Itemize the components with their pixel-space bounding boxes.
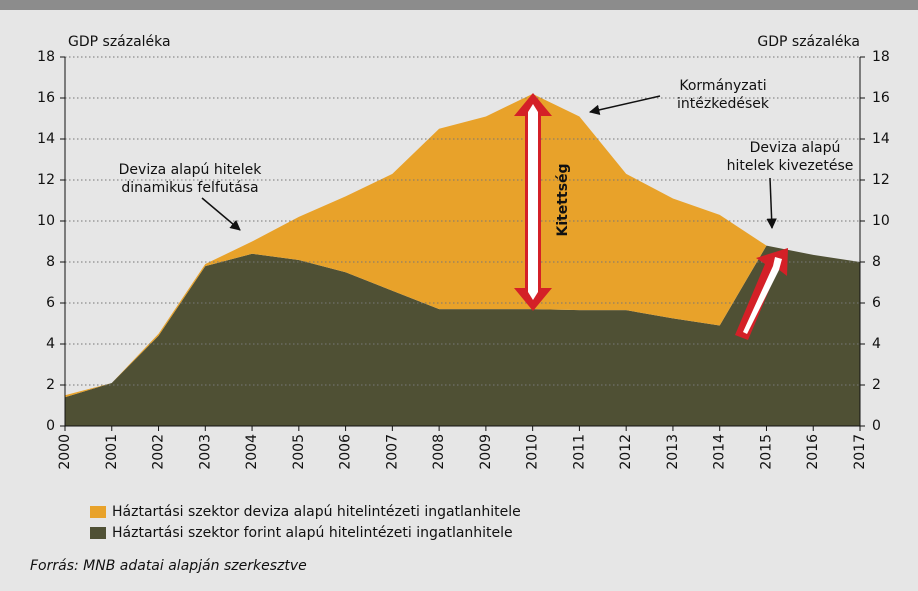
top-band	[0, 0, 918, 10]
legend: Háztartási szektor deviza alapú hitelint…	[90, 504, 521, 541]
x-tick-label: 2014	[712, 434, 728, 470]
annotation-arrow	[588, 95, 661, 116]
y2-tick-label: 12	[872, 172, 890, 188]
y-tick-label: 6	[46, 295, 55, 311]
x-tick-label: 2010	[525, 434, 541, 470]
legend-label: Háztartási szektor deviza alapú hitelint…	[112, 504, 521, 520]
legend-swatch	[90, 506, 106, 518]
x-tick-label: 2002	[151, 434, 167, 470]
annotation: Kormányzati	[679, 78, 766, 94]
area	[65, 93, 860, 398]
x-tick-label: 2017	[852, 434, 868, 470]
x-tick-label: 2013	[665, 434, 681, 470]
exit-arrow	[735, 248, 788, 340]
annotation: hitelek kivezetése	[727, 158, 854, 174]
y-tick-label: 4	[46, 336, 55, 352]
y2-tick-label: 2	[872, 377, 881, 393]
y-tick-label: 14	[37, 131, 55, 147]
y2-tick-label: 10	[872, 213, 890, 229]
annotation: intézkedések	[677, 96, 770, 112]
y2-tick-label: 6	[872, 295, 881, 311]
y2-tick-label: 8	[872, 254, 881, 270]
y-tick-label: 16	[37, 90, 55, 106]
y-tick-label: 12	[37, 172, 55, 188]
annotation: dinamikus felfutása	[121, 180, 258, 196]
y-tick-label: 18	[37, 49, 55, 65]
x-tick-label: 2011	[571, 434, 587, 470]
y2-tick-label: 14	[872, 131, 890, 147]
x-tick-label: 2004	[244, 434, 260, 470]
x-tick-label: 2006	[338, 434, 354, 470]
x-tick-label: 2001	[104, 434, 120, 470]
exposure-arrow	[514, 93, 552, 311]
area	[65, 245, 860, 426]
annotation: Deviza alapú	[750, 140, 841, 156]
y2-tick-label: 18	[872, 49, 890, 65]
source: Forrás: MNB adatai alapján szerkesztve	[30, 558, 307, 574]
annotation: Kitettség	[555, 163, 571, 236]
y-tick-label: 8	[46, 254, 55, 270]
annotation-arrow	[766, 177, 777, 230]
legend-swatch	[90, 527, 106, 539]
y-tick-label: 10	[37, 213, 55, 229]
legend-label: Háztartási szektor forint alapú hitelint…	[112, 525, 513, 541]
annotation-arrow	[201, 197, 241, 231]
y2-tick-label: 4	[872, 336, 881, 352]
y-tick-label: 2	[46, 377, 55, 393]
x-tick-label: 2007	[384, 434, 400, 470]
annotation: Deviza alapú hitelek	[119, 162, 263, 178]
x-tick-label: 2005	[291, 434, 307, 470]
x-tick-label: 2003	[197, 434, 213, 470]
y2-tick-label: 16	[872, 90, 890, 106]
x-tick-label: 2008	[431, 434, 447, 470]
plot: 0 2 4 6 8 10 12 14 16 18 0 2 4 6 8 10 12 14 16 18 2000 2001 20…	[37, 49, 890, 470]
x-tick-label: 2015	[758, 434, 774, 470]
y-axis-label: GDP százaléka	[68, 34, 171, 50]
x-tick-label: 2016	[805, 434, 821, 470]
y-tick-label: 0	[46, 418, 55, 434]
y2-tick-label: 0	[872, 418, 881, 434]
x-tick-label: 2009	[478, 434, 494, 470]
x-tick-label: 2000	[57, 434, 73, 470]
x-tick-label: 2012	[618, 434, 634, 470]
y2-axis-label: GDP százaléka	[757, 34, 860, 50]
